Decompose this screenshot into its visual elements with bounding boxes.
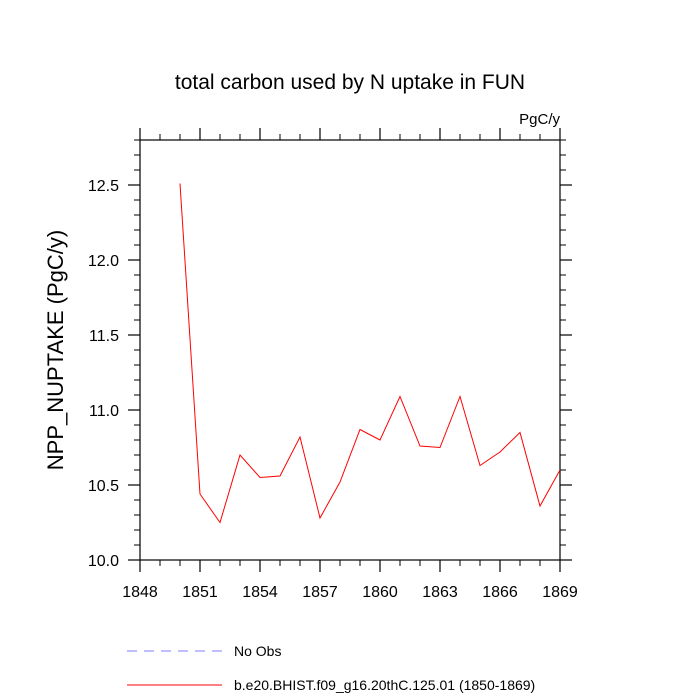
x-tick-label: 1863 — [422, 584, 458, 601]
x-tick-label: 1851 — [182, 584, 218, 601]
legend: No Obs b.e20.BHIST.f09_g16.20thC.125.01 (… — [127, 643, 535, 693]
y-tick-label: 10.5 — [88, 478, 119, 495]
y-tick-label: 10.0 — [88, 553, 119, 570]
legend-label: b.e20.BHIST.f09_g16.20thC.125.01 (1850-1… — [234, 677, 535, 693]
axis-ticks — [128, 128, 572, 572]
x-tick-label: 1869 — [542, 584, 578, 601]
plot-frame — [139, 139, 561, 561]
x-tick-label: 1848 — [122, 584, 158, 601]
legend-label: No Obs — [234, 643, 281, 659]
x-tick-label: 1860 — [362, 584, 398, 601]
y-tick-label: 11.0 — [89, 403, 119, 420]
y-axis-label: NPP_NUPTAKE (PgC/y) — [43, 230, 68, 470]
y-tick-label: 12.0 — [88, 253, 119, 270]
series-group — [179, 183, 561, 524]
axis-tick-labels: 1848 1851 1854 1857 1860 1863 1866 1869 10.0 10.5… — [88, 178, 578, 601]
y-tick-label: 11.5 — [89, 328, 119, 345]
x-tick-label: 1857 — [302, 584, 338, 601]
x-tick-label: 1854 — [242, 584, 278, 601]
x-tick-label: 1866 — [482, 584, 518, 601]
units-label: PgC/y — [519, 111, 560, 128]
y-tick-label: 12.5 — [88, 178, 119, 195]
series-line — [179, 183, 561, 524]
chart-title: total carbon used by N uptake in FUN — [175, 71, 525, 94]
